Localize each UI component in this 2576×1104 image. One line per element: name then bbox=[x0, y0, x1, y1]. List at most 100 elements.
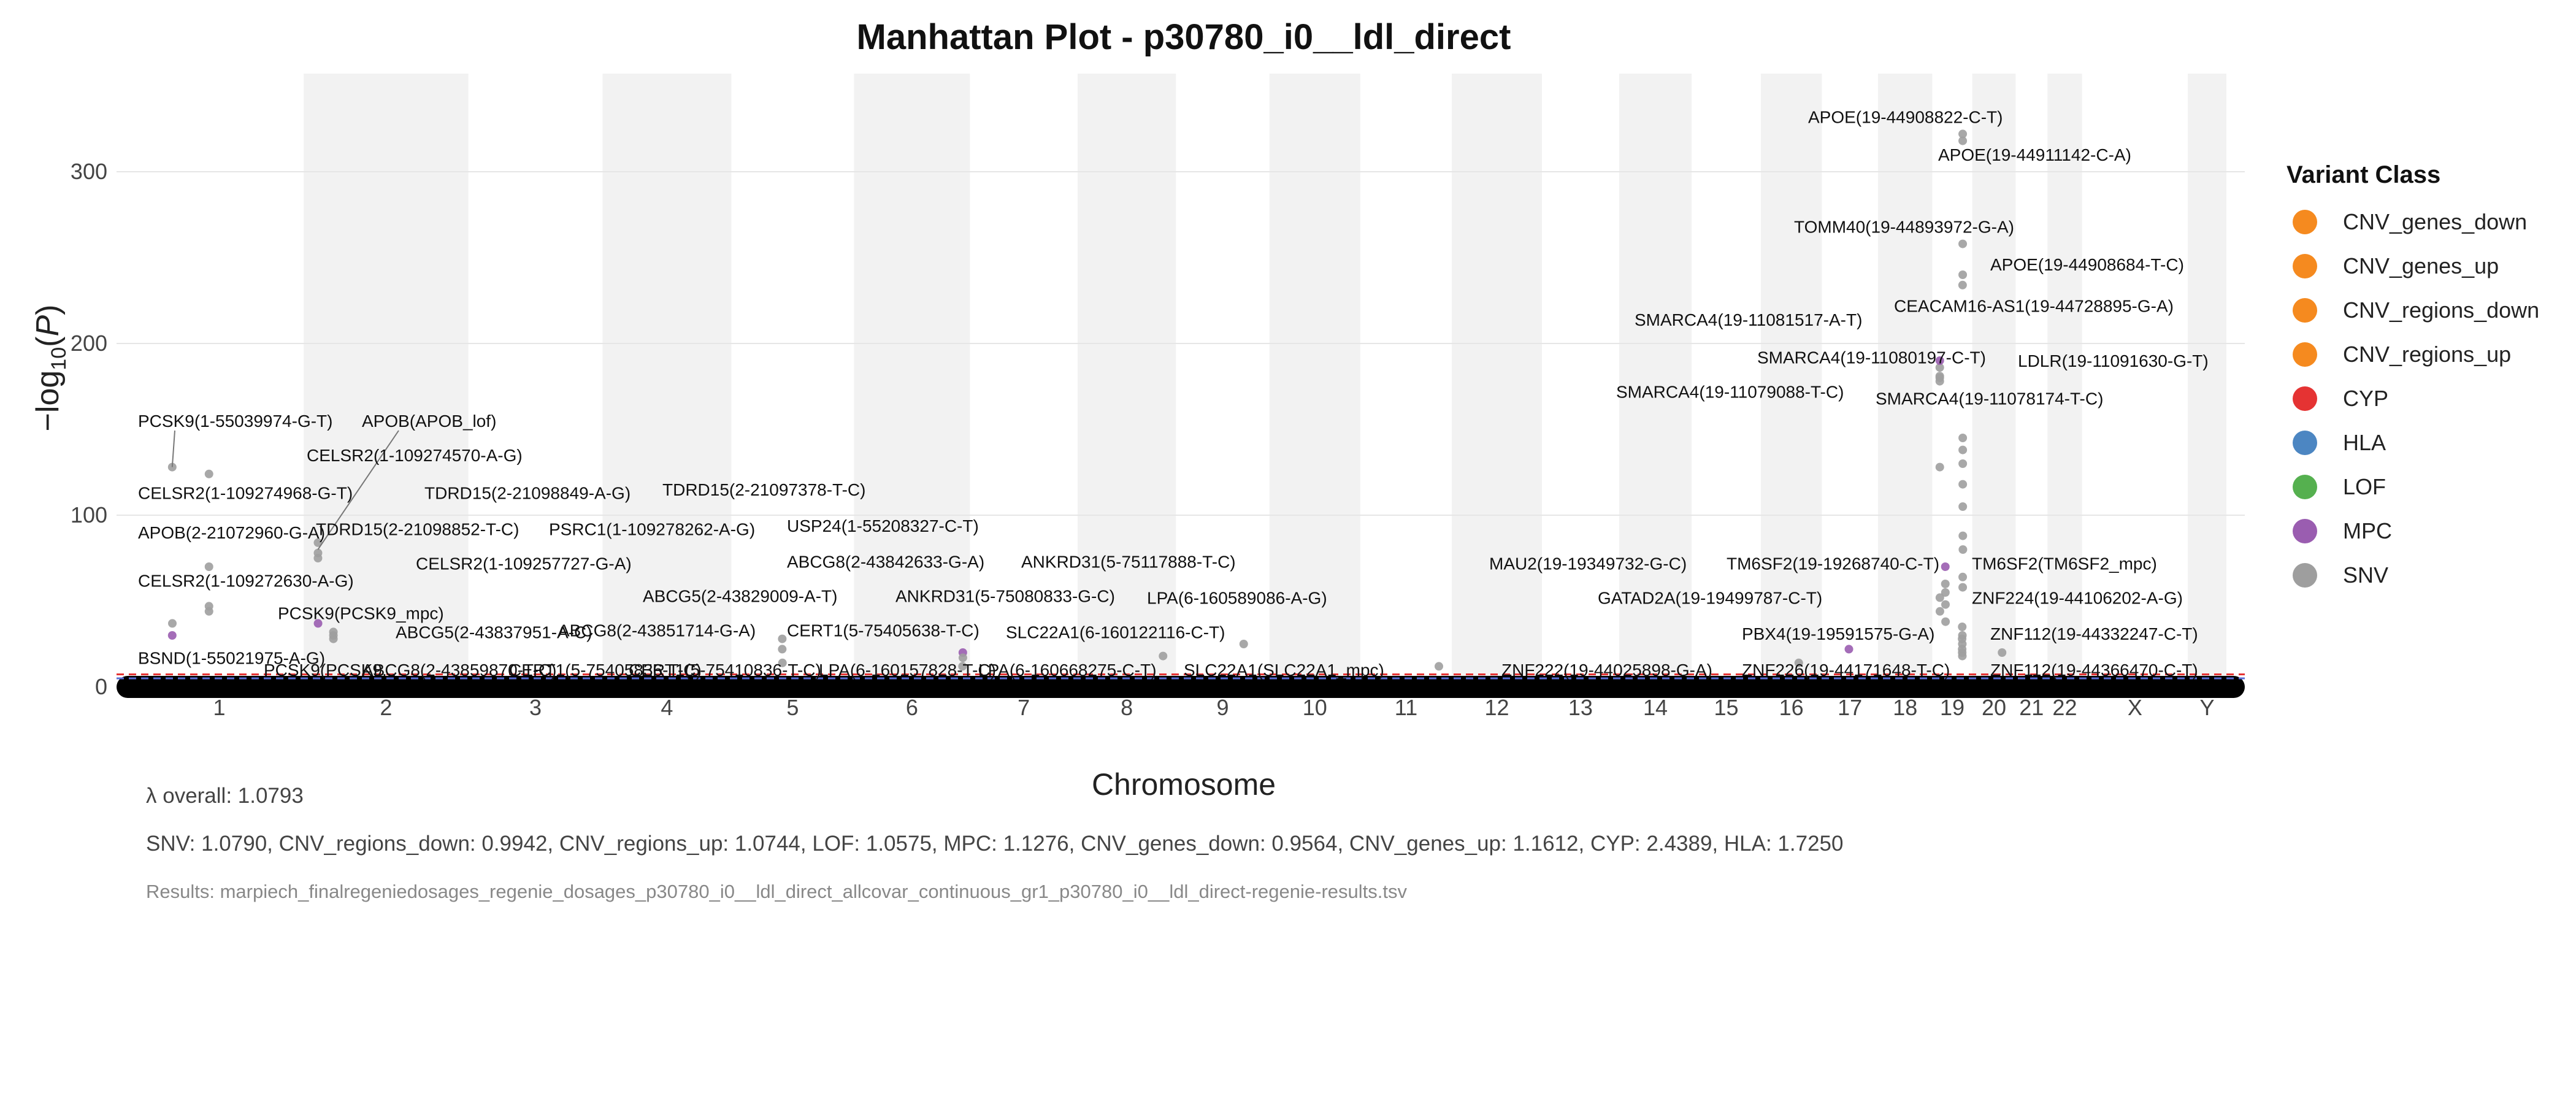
x-tick-label: 20 bbox=[1982, 695, 2006, 720]
annotation-label: ABCG5(2-43837951-A-C) bbox=[396, 623, 592, 642]
annotation-label: CERT1(5-75405638-T-C) bbox=[787, 621, 979, 640]
annotation-label: PCSK9(PCSK9_mpc) bbox=[278, 604, 444, 623]
data-point bbox=[1935, 356, 1944, 365]
annotation-label: APOE(19-44911142-C-A) bbox=[1938, 145, 2131, 164]
x-tick-label: 7 bbox=[1018, 695, 1030, 720]
x-tick-label: 21 bbox=[2019, 695, 2044, 720]
data-point bbox=[1435, 662, 1444, 671]
annotation-label: CELSR2(1-109272630-A-G) bbox=[138, 571, 354, 590]
data-point bbox=[1958, 445, 1968, 454]
legend-label: CNV_regions_up bbox=[2343, 342, 2511, 367]
annotation-label: CEACAM16-AS1(19-44728895-G-A) bbox=[1894, 296, 2174, 315]
annotation-label: ABCG8(2-43842633-G-A) bbox=[787, 553, 984, 572]
data-point bbox=[1935, 462, 1944, 472]
annotation-label: SMARCA4(19-11079088-T-C) bbox=[1616, 382, 1844, 401]
annotation-label: SMARCA4(19-11081517-A-T) bbox=[1635, 310, 1862, 329]
data-point bbox=[1958, 129, 1968, 139]
data-point bbox=[1958, 480, 1968, 489]
data-point bbox=[1958, 434, 1968, 442]
data-point bbox=[1941, 617, 1950, 626]
chromosome-band bbox=[1619, 74, 1692, 687]
data-point bbox=[1958, 572, 1968, 581]
x-tick-label: 4 bbox=[661, 695, 673, 720]
annotation-label: CELSR2(1-109257727-G-A) bbox=[416, 554, 632, 573]
data-point bbox=[329, 627, 338, 637]
annotation-label: SMARCA4(19-11080197-C-T) bbox=[1757, 348, 1986, 367]
annotation-label: TDRD15(2-21098849-A-G) bbox=[424, 484, 631, 503]
data-point bbox=[958, 662, 967, 671]
data-point bbox=[1958, 136, 1968, 145]
x-tick-label: 16 bbox=[1779, 695, 1804, 720]
baseline-band bbox=[117, 673, 2245, 698]
legend-label: CYP bbox=[2343, 386, 2388, 411]
legend-label: SNV bbox=[2343, 562, 2388, 588]
legend-title: Variant Class bbox=[2287, 161, 2440, 188]
y-axis: 0 100 200 300 bbox=[71, 159, 107, 699]
x-axis-title: Chromosome bbox=[1092, 767, 1276, 802]
data-point bbox=[167, 631, 177, 640]
y-tick-label: 200 bbox=[71, 331, 107, 356]
annotation-label: PSRC1(1-109278262-A-G) bbox=[549, 519, 755, 539]
annotation-label: TM6SF2(19-19268740-C-T) bbox=[1727, 554, 1939, 573]
data-point bbox=[313, 538, 323, 547]
data-point bbox=[1794, 658, 1803, 667]
data-point bbox=[1958, 502, 1968, 511]
annotation-label: TDRD15(2-21097378-T-C) bbox=[662, 480, 865, 499]
data-point bbox=[1958, 645, 1967, 654]
x-tick-label: 18 bbox=[1893, 695, 1917, 720]
annotation-label: PCSK9(1-55039974-G-T) bbox=[138, 412, 332, 431]
annotation-label: GATAD2A(19-19499787-C-T) bbox=[1598, 588, 1822, 607]
data-point bbox=[1958, 623, 1967, 631]
annotation-label: SLC22A1(SLC22A1_mpc) bbox=[1184, 661, 1384, 680]
chromosome-bands bbox=[304, 74, 2226, 687]
legend-key bbox=[2293, 254, 2317, 278]
y-axis-title: −log10(P) bbox=[30, 305, 71, 432]
annotation-label: LPA(6-160589086-A-G) bbox=[1147, 588, 1327, 607]
chromosome-band bbox=[2047, 74, 2082, 687]
annotation-label: ZNF112(19-44366470-C-T) bbox=[1990, 661, 2198, 680]
x-tick-label: 6 bbox=[906, 695, 918, 720]
data-point bbox=[313, 548, 323, 558]
legend-label: LOF bbox=[2343, 474, 2386, 499]
chromosome-band bbox=[1451, 74, 1542, 687]
annotation-label: SMARCA4(19-11078174-T-C) bbox=[1876, 389, 2103, 408]
annotation-label: APOB(APOB_lof) bbox=[362, 412, 496, 431]
annotation-leader bbox=[317, 430, 399, 550]
annotation-label: APOE(19-44908684-T-C) bbox=[1990, 255, 2184, 274]
x-tick-label: 9 bbox=[1216, 695, 1229, 720]
x-tick-label: 15 bbox=[1714, 695, 1738, 720]
data-point bbox=[1958, 459, 1968, 468]
x-tick-label: 22 bbox=[2052, 695, 2077, 720]
x-tick-label: 5 bbox=[786, 695, 799, 720]
annotation-label: CELSR2(1-109274570-A-G) bbox=[307, 446, 523, 465]
data-point bbox=[204, 469, 213, 478]
x-tick-label: Y bbox=[2200, 695, 2215, 720]
legend-label: MPC bbox=[2343, 518, 2392, 543]
data-point bbox=[778, 645, 787, 654]
data-point bbox=[778, 658, 787, 667]
points-layer bbox=[167, 129, 2007, 671]
data-point bbox=[313, 619, 323, 628]
baseline-points bbox=[117, 676, 2245, 698]
annotation-label: BSND(1-55021975-A-G) bbox=[138, 648, 325, 667]
annotation-label: ANKRD31(5-75080833-G-C) bbox=[895, 587, 1115, 606]
x-tick-label: 12 bbox=[1484, 695, 1509, 720]
x-tick-label: 2 bbox=[380, 695, 392, 720]
legend-key bbox=[2293, 475, 2317, 499]
legend-label: CNV_regions_down bbox=[2343, 297, 2539, 323]
annotation-label: LPA(6-160668275-C-T) bbox=[978, 661, 1157, 680]
data-point bbox=[1958, 531, 1968, 540]
x-tick-label: 19 bbox=[1940, 695, 1965, 720]
data-point bbox=[778, 634, 787, 643]
annotation-label: LPA(6-160157828-T-C) bbox=[819, 661, 996, 680]
legend-key bbox=[2293, 386, 2317, 411]
data-point bbox=[204, 607, 213, 616]
annotation-leader bbox=[171, 430, 175, 467]
annotation-label: CERT1(5-75410836-T-C) bbox=[629, 661, 821, 680]
x-tick-label: 11 bbox=[1395, 695, 1417, 720]
annotation-label: ANKRD31(5-75117888-T-C) bbox=[1021, 553, 1236, 572]
legend-key bbox=[2293, 210, 2317, 234]
x-tick-label: 14 bbox=[1643, 695, 1668, 720]
legend-key bbox=[2293, 431, 2317, 455]
